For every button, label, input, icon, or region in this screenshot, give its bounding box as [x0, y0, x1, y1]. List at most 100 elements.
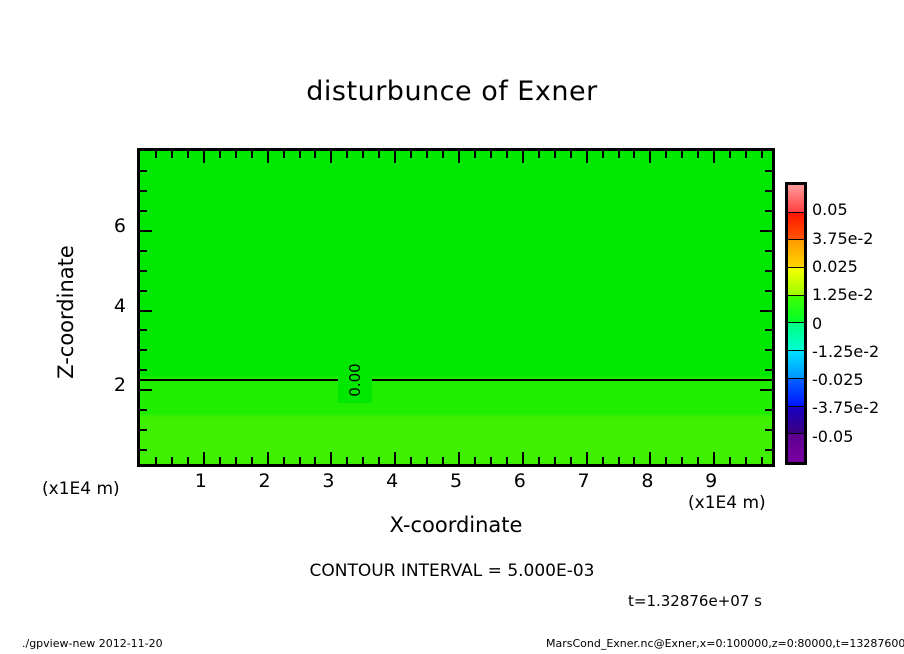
axis-tick-minor: [298, 151, 301, 158]
colorbar-segment: [788, 323, 804, 352]
x-axis-units: (x1E4 m): [688, 493, 766, 513]
colorbar-tick-label: 0: [812, 313, 823, 333]
axis-tick-minor: [218, 151, 221, 158]
axis-tick-minor: [140, 169, 147, 172]
axis-tick-minor: [154, 457, 157, 464]
axis-tick-minor: [442, 151, 445, 158]
axis-tick-minor: [473, 151, 476, 158]
x-axis-tick-label: 4: [386, 470, 399, 492]
colorbar-tick-label: 3.75e-2: [812, 228, 874, 248]
axis-tick-minor: [765, 289, 772, 292]
axis-tick-minor: [410, 457, 413, 464]
axis-tick-minor: [442, 457, 445, 464]
axis-tick-major: [140, 389, 152, 392]
axis-tick-minor: [489, 457, 492, 464]
colorbar-tick-label: 0.025: [812, 256, 858, 276]
axis-tick-minor: [186, 457, 189, 464]
x-axis-tick-label: 3: [322, 470, 335, 492]
axis-tick-minor: [765, 449, 772, 452]
scalar-field-heatmap: [140, 151, 772, 464]
axis-tick-minor: [765, 369, 772, 372]
axis-tick-major: [713, 151, 716, 163]
colorbar-segment: [788, 268, 804, 296]
axis-tick-minor: [537, 151, 540, 158]
axis-tick-minor: [665, 457, 668, 464]
axis-tick-minor: [410, 151, 413, 158]
axis-tick-minor: [170, 457, 173, 464]
axis-tick-minor: [665, 151, 668, 158]
axis-tick-major: [458, 151, 460, 163]
axis-tick-minor: [170, 151, 173, 158]
axis-tick-minor: [140, 289, 147, 292]
axis-tick-minor: [140, 249, 147, 252]
axis-tick-minor: [250, 151, 253, 158]
axis-tick-minor: [765, 349, 772, 352]
colorbar-segment: [788, 378, 804, 407]
plot-area: 0.00: [137, 148, 775, 467]
axis-tick-minor: [505, 151, 508, 158]
axis-tick-minor: [234, 151, 237, 158]
axis-tick-minor: [378, 457, 381, 464]
x-axis-tick-label: 9: [705, 470, 718, 492]
axis-tick-minor: [140, 349, 147, 352]
axis-tick-minor: [362, 457, 365, 464]
axis-tick-minor: [617, 457, 620, 464]
axis-tick-minor: [617, 151, 620, 158]
contour-label-zero: 0.00: [338, 357, 372, 404]
axis-tick-minor: [154, 151, 157, 158]
x-axis-tick-label: 5: [449, 470, 463, 492]
axis-tick-minor: [765, 329, 772, 332]
axis-tick-minor: [765, 189, 772, 192]
y-axis-units: (x1E4 m): [42, 479, 120, 499]
axis-tick-minor: [553, 151, 556, 158]
axis-tick-minor: [697, 457, 700, 464]
axis-tick-major: [330, 151, 333, 163]
axis-tick-major: [140, 309, 152, 312]
y-axis-tick-label: 2: [113, 374, 126, 397]
contour-line-zero: [140, 379, 772, 382]
axis-tick-major: [649, 151, 652, 163]
axis-tick-minor: [186, 151, 189, 158]
axis-tick-minor: [601, 151, 604, 158]
axis-tick-major: [330, 452, 333, 464]
axis-tick-major: [140, 229, 152, 232]
axis-tick-minor: [140, 269, 147, 272]
colorbar: [785, 182, 807, 465]
axis-tick-minor: [140, 429, 147, 432]
axis-tick-major: [458, 452, 460, 464]
axis-tick-major: [585, 151, 588, 163]
axis-tick-minor: [378, 151, 381, 158]
axis-tick-minor: [282, 151, 285, 158]
axis-tick-minor: [140, 449, 147, 452]
axis-tick-minor: [765, 269, 772, 272]
axis-tick-minor: [633, 151, 636, 158]
time-annotation: t=1.32876e+07 s: [628, 592, 762, 610]
x-axis-title: X-coordinate: [389, 513, 523, 537]
axis-tick-minor: [140, 189, 147, 192]
colorbar-tick-label: -1.25e-2: [812, 341, 880, 361]
axis-tick-minor: [537, 457, 540, 464]
y-axis-tick-label: 6: [113, 214, 126, 237]
axis-tick-major: [760, 229, 772, 232]
axis-tick-major: [760, 309, 772, 312]
axis-tick-minor: [426, 457, 429, 464]
colorbar-tick-label: -0.025: [812, 370, 864, 390]
colorbar-tick-label: 1.25e-2: [812, 285, 874, 305]
axis-tick-minor: [761, 151, 764, 158]
axis-tick-major: [585, 452, 588, 464]
axis-tick-major: [521, 452, 524, 464]
x-axis-tick-label: 1: [194, 470, 207, 492]
y-axis-tick-label: 4: [113, 294, 126, 317]
axis-tick-minor: [765, 409, 772, 412]
axis-tick-minor: [218, 457, 221, 464]
axis-tick-minor: [314, 457, 317, 464]
colorbar-segment: [788, 295, 804, 324]
colorbar-segment: [788, 434, 804, 462]
colorbar-segment: [788, 240, 804, 269]
axis-tick-major: [394, 151, 397, 163]
axis-tick-major: [266, 151, 269, 163]
axis-tick-major: [649, 452, 652, 464]
x-axis-tick-label: 2: [258, 470, 271, 492]
page-title: disturbunce of Exner: [306, 76, 598, 107]
axis-tick-minor: [362, 151, 365, 158]
